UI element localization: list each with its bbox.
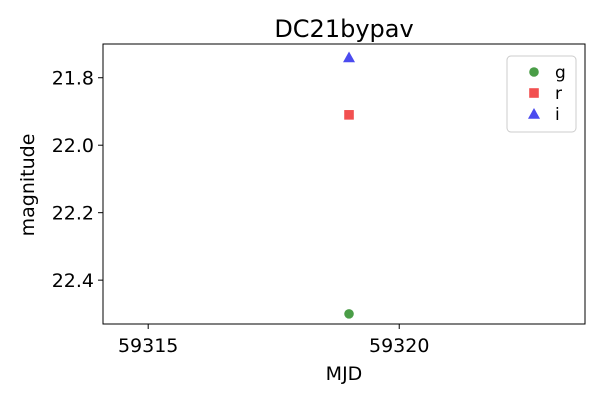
x-axis-ticks: 59315 59320 — [118, 324, 429, 357]
y-tick-label: 21.8 — [52, 68, 94, 90]
y-tick-label: 22.4 — [52, 270, 94, 292]
data-point-g — [344, 309, 354, 319]
legend-label-g: g — [555, 63, 566, 83]
legend-label-i: i — [555, 105, 560, 125]
x-tick-label: 59320 — [369, 335, 429, 357]
legend-marker-r — [529, 88, 539, 98]
legend-label-r: r — [555, 84, 562, 104]
axes-frame — [102, 43, 586, 325]
x-tick-label: 59315 — [118, 335, 178, 357]
chart-legend: gri — [506, 55, 577, 133]
plot-area — [102, 43, 586, 325]
y-tick-label: 22.2 — [52, 203, 94, 225]
legend-marker-g — [529, 67, 539, 77]
legend-box — [506, 55, 577, 133]
legend-marker-i — [528, 108, 540, 119]
chart-title: DC21bypav — [274, 15, 413, 43]
data-point-r — [344, 110, 354, 120]
y-axis-label: magnitude — [17, 134, 39, 237]
data-point-i — [343, 51, 356, 63]
y-tick-label: 22.0 — [52, 135, 94, 157]
y-axis-ticks: 21.8 22.0 22.2 22.4 — [52, 68, 103, 292]
x-axis-label: MJD — [326, 363, 363, 385]
